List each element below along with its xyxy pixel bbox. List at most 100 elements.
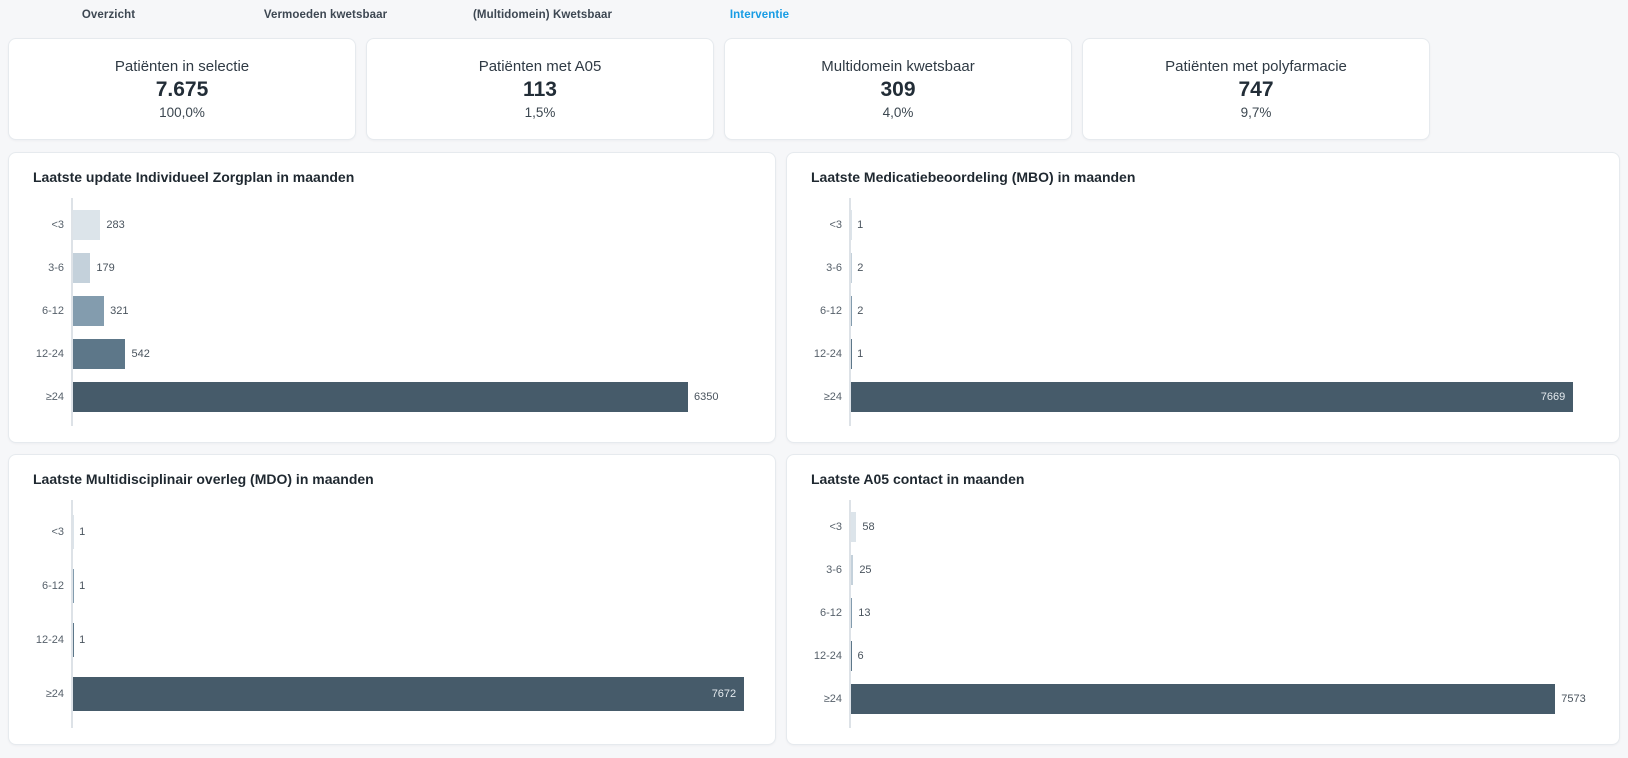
category-label: <3: [829, 218, 842, 231]
bar-chart: <3 58 3-6 25 6-12 13 12-24 6 ≥24 7573: [811, 500, 1595, 728]
bar-row: 12-24 6: [811, 635, 1595, 678]
kpi-percentage: 100,0%: [159, 105, 205, 120]
bar-row: 6-12 2: [811, 289, 1595, 332]
category-label: 3-6: [826, 261, 842, 274]
bar-row: 6-12 13: [811, 591, 1595, 634]
value-label: 1: [857, 348, 864, 361]
bar[interactable]: [73, 339, 126, 370]
kpi-label: Patiënten met A05: [478, 58, 602, 75]
bar-track: 7669: [849, 382, 1595, 413]
value-label: 13: [858, 606, 871, 619]
bar-track: 1: [849, 209, 1595, 240]
kpi-percentage: 4,0%: [882, 105, 914, 120]
bar[interactable]: [73, 382, 689, 413]
tab-overzicht[interactable]: Overzicht: [81, 9, 136, 21]
bar-row: <3 1: [33, 505, 751, 559]
bar-chart: <3 1 3-6 2 6-12 2 12-24 1 ≥24 7669: [811, 198, 1595, 426]
category-label: 3-6: [48, 261, 64, 274]
tab-vermoeden-kwetsbaar[interactable]: Vermoeden kwetsbaar: [263, 9, 388, 21]
kpi-card-multidomein-kwetsbaar: Multidomein kwetsbaar 309 4,0%: [724, 38, 1072, 140]
category-label: <3: [829, 520, 842, 533]
bar-row: 3-6 179: [33, 246, 751, 289]
kpi-row: Patiënten in selectie 7.675 100,0% Patië…: [8, 38, 1620, 140]
bar-track: 1: [71, 623, 751, 657]
category-label: ≥24: [823, 391, 842, 404]
bar[interactable]: [851, 554, 854, 585]
category-label: ≥24: [45, 391, 64, 404]
kpi-label: Multidomein kwetsbaar: [821, 58, 975, 75]
bar-track: 321: [71, 295, 751, 326]
kpi-card-patienten-met-a05: Patiënten met A05 113 1,5%: [366, 38, 714, 140]
bar-row: ≥24 7573: [811, 678, 1595, 721]
kpi-card-patienten-in-selectie: Patiënten in selectie 7.675 100,0%: [8, 38, 356, 140]
value-label: 321: [110, 304, 129, 317]
value-label: 25: [859, 563, 872, 576]
bar[interactable]: [73, 209, 101, 240]
bar-row: ≥24 7672: [33, 667, 751, 721]
category-label: 6-12: [41, 304, 64, 317]
chart-panel-medicatiebeoordeling-mbo: Laatste Medicatiebeoordeling (MBO) in ma…: [786, 152, 1620, 443]
bar[interactable]: [851, 684, 1556, 715]
bar-track: 179: [71, 252, 751, 283]
value-label: 179: [96, 261, 115, 274]
chart-title: Laatste Multidisciplinair overleg (MDO) …: [33, 471, 374, 487]
bar-track: 1: [71, 515, 751, 549]
category-label: 12-24: [35, 634, 64, 646]
value-label: 283: [106, 218, 125, 231]
bar-track: 1: [71, 569, 751, 603]
kpi-label: Patiënten met polyfarmacie: [1165, 58, 1347, 75]
bar-row: 6-12 321: [33, 289, 751, 332]
bar-track: 58: [849, 511, 1595, 542]
bar[interactable]: 7669: [851, 382, 1574, 413]
bar-track: 6350: [71, 382, 751, 413]
chart-panel-multidisciplinair-overleg-mdo: Laatste Multidisciplinair overleg (MDO) …: [8, 454, 776, 745]
kpi-value: 7.675: [155, 78, 209, 101]
bar-track: 1: [849, 339, 1595, 370]
bar-track: 25: [849, 554, 1595, 585]
bar-row: 6-12 1: [33, 559, 751, 613]
category-label: ≥24: [823, 693, 842, 706]
category-label: ≥24: [45, 688, 64, 700]
bar[interactable]: [73, 252, 91, 283]
bar[interactable]: [851, 511, 857, 542]
kpi-value: 747: [1238, 78, 1274, 101]
kpi-percentage: 1,5%: [524, 105, 556, 120]
bar[interactable]: 7672: [73, 677, 745, 711]
bar-track: 2: [849, 295, 1595, 326]
bar[interactable]: [73, 295, 105, 326]
chart-title: Laatste A05 contact in maanden: [811, 471, 1025, 487]
value-label: 6: [857, 650, 864, 663]
bar-row: <3 58: [811, 505, 1595, 548]
tab-bar: Overzicht Vermoeden kwetsbaar (Multidome…: [0, 0, 1628, 30]
category-label: 3-6: [826, 563, 842, 576]
category-label: 12-24: [35, 348, 64, 361]
category-label: 6-12: [41, 580, 64, 592]
bar-track: 6: [849, 641, 1595, 672]
bar-chart: <3 1 6-12 1 12-24 1 ≥24 7672: [33, 500, 751, 728]
chart-panel-individueel-zorgplan: Laatste update Individueel Zorgplan in m…: [8, 152, 776, 443]
tab-interventie[interactable]: Interventie: [729, 9, 790, 21]
bar-track: 283: [71, 209, 751, 240]
chart-title: Laatste update Individueel Zorgplan in m…: [33, 169, 355, 185]
value-label: 58: [862, 520, 875, 533]
tab-multidomein-kwetsbaar[interactable]: (Multidomein) Kwetsbaar: [472, 9, 613, 21]
kpi-value: 309: [880, 78, 916, 101]
value-label: 7573: [1561, 693, 1586, 706]
bar-row: <3 1: [811, 203, 1595, 246]
bar-row: 12-24 1: [33, 613, 751, 667]
bar-row: <3 283: [33, 203, 751, 246]
category-label: 6-12: [819, 606, 842, 619]
value-label: 2: [857, 261, 864, 274]
bar-track: 2: [849, 252, 1595, 283]
bar-track: 7573: [849, 684, 1595, 715]
bar-track: 542: [71, 339, 751, 370]
value-label: 7672: [711, 688, 737, 700]
bar-track: 7672: [71, 677, 751, 711]
category-label: 12-24: [813, 650, 842, 663]
charts-grid: Laatste update Individueel Zorgplan in m…: [8, 152, 1620, 745]
value-label: 2: [857, 304, 864, 317]
bar[interactable]: [851, 641, 852, 672]
category-label: <3: [51, 218, 64, 231]
bar-track: 13: [849, 597, 1595, 628]
bar[interactable]: [851, 597, 853, 628]
